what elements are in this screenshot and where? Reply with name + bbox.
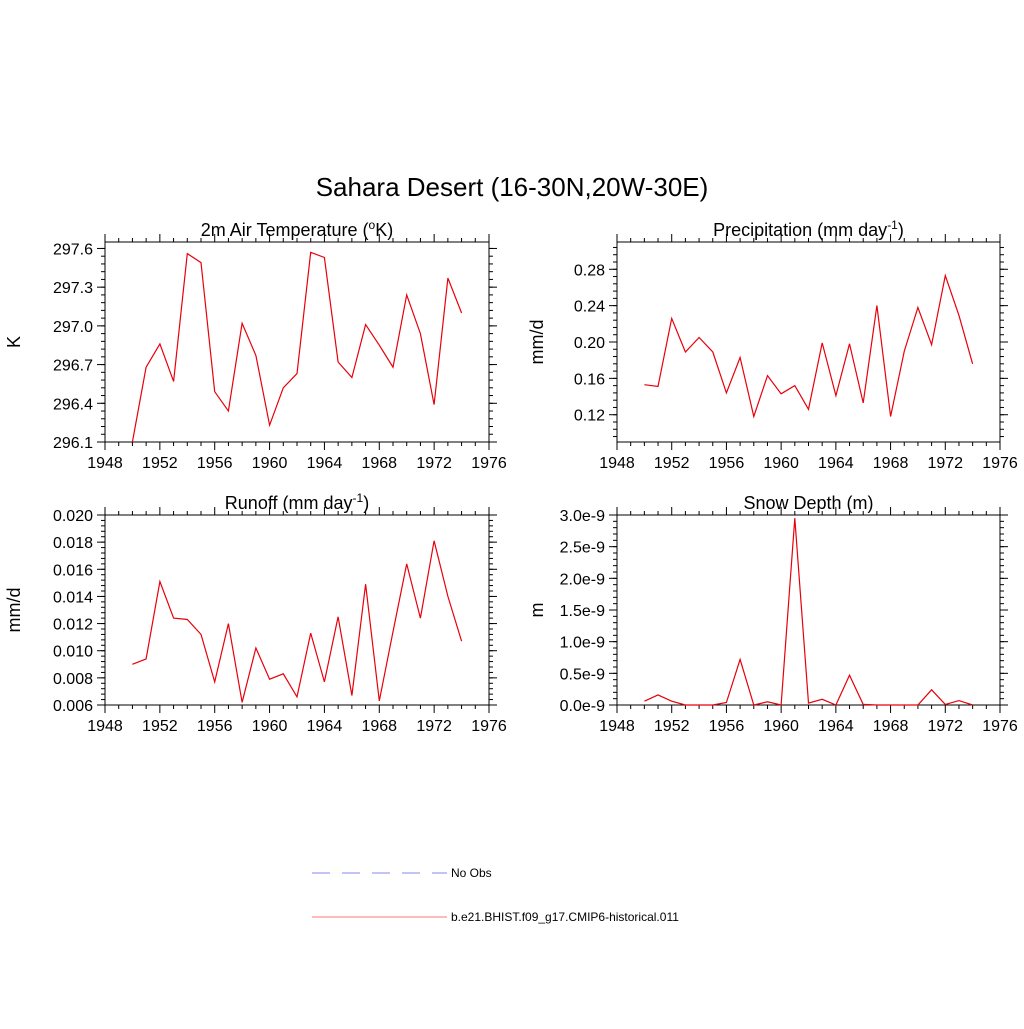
y-tick-label: 2.5e-9 (560, 540, 605, 557)
x-tick-label: 1956 (709, 455, 745, 472)
x-tick-label: 1968 (873, 718, 909, 735)
x-tick-label: 1976 (471, 455, 507, 472)
x-tick-label: 1952 (142, 718, 178, 735)
panel-0: 2m Air Temperature (oK) 1948 1952 1956 1960 1… (4, 218, 507, 472)
panels-group: 2m Air Temperature (oK)1948 1952 1956 1960 1… (4, 218, 1018, 735)
panel-title: Snow Depth (m) (743, 493, 873, 513)
x-tick-label: 1956 (197, 718, 233, 735)
plot-frame (104, 514, 490, 706)
y-tick-label: 297.0 (53, 319, 93, 336)
x-tick-label: 1964 (818, 718, 854, 735)
y-tick-label: 1.0e-9 (560, 635, 605, 652)
x-tick-label: 1968 (873, 455, 909, 472)
y-tick-label: 1.5e-9 (560, 603, 605, 620)
panel-title: Runoff (mm day-1) (225, 491, 369, 513)
x-tick-label: 1956 (709, 718, 745, 735)
x-tick-label: 1948 (87, 718, 123, 735)
x-tick-label: 1960 (763, 455, 799, 472)
y-axis-label: mm/d (527, 320, 547, 365)
plot-frame (616, 514, 1001, 706)
y-tick-label: 0.012 (53, 617, 93, 634)
panel-title-part: Precipitation (mm day (713, 220, 887, 240)
y-tick-label: 0.016 (53, 562, 93, 579)
y-axis-label: mm/d (4, 588, 24, 633)
y-tick-label: 296.4 (53, 396, 93, 413)
figure-title: Sahara Desert (16-30N,20W-30E) (316, 172, 709, 202)
x-tick-label: 1972 (416, 718, 452, 735)
panel-title: Precipitation (mm day-1) (713, 218, 904, 240)
panel-3: Snow Depth (m) 1948 1952 1956 1960 1964 1968 19… (527, 493, 1018, 735)
x-tick-label: 1960 (763, 718, 799, 735)
y-tick-label: 296.7 (53, 358, 93, 375)
y-tick-label: 0.20 (574, 335, 605, 352)
panel-title-superscript: -1 (353, 491, 364, 505)
y-tick-label: 0.006 (53, 698, 93, 715)
x-tick-label: 1972 (416, 455, 452, 472)
legend: No Obs b.e21.BHIST.f09_g17.CMIP6-historic… (312, 866, 679, 924)
y-tick-label: 297.6 (53, 241, 93, 258)
x-tick-label: 1964 (818, 455, 854, 472)
y-tick-label: 296.1 (53, 435, 93, 452)
panel-title: 2m Air Temperature (oK) (201, 218, 393, 240)
x-tick-label: 1948 (599, 455, 635, 472)
series-line-0 (132, 540, 463, 703)
x-tick-label: 1948 (599, 718, 635, 735)
y-axis-label: m (527, 603, 547, 618)
x-tick-label: 1968 (361, 455, 397, 472)
plot-frame (104, 241, 490, 443)
y-tick-label: 0.16 (574, 371, 605, 388)
y-tick-label: 0.0e-9 (560, 698, 605, 715)
x-tick-label: 1976 (471, 718, 507, 735)
series-line-0 (644, 518, 973, 706)
legend-item-0: No Obs (312, 866, 492, 880)
series-line-0 (131, 251, 463, 443)
panel-title-part: Snow Depth (m) (743, 493, 873, 513)
x-tick-label: 1972 (927, 455, 963, 472)
legend-label: b.e21.BHIST.f09_g17.CMIP6-historical.011 (451, 910, 679, 924)
y-tick-label: 0.018 (53, 535, 93, 552)
y-tick-label: 297.3 (53, 280, 93, 297)
x-tick-label: 1956 (197, 455, 233, 472)
x-tick-label: 1968 (361, 718, 397, 735)
x-tick-label: 1960 (252, 718, 288, 735)
x-tick-label: 1964 (307, 455, 343, 472)
panel-title-part: Runoff (mm day (225, 493, 353, 513)
x-tick-label: 1952 (654, 455, 690, 472)
x-tick-label: 1976 (982, 455, 1018, 472)
y-tick-label: 0.014 (53, 589, 93, 606)
panel-title-part: ) (898, 220, 904, 240)
panel-title-superscript: -1 (887, 218, 898, 232)
y-tick-label: 0.28 (574, 262, 605, 279)
y-tick-label: 2.0e-9 (560, 571, 605, 588)
panel-2: Runoff (mm day-1) 1948 1952 1956 1960 1964 196… (4, 491, 507, 735)
legend-item-1: b.e21.BHIST.f09_g17.CMIP6-historical.011 (312, 910, 679, 924)
x-tick-label: 1952 (142, 455, 178, 472)
panel-title-part: K) (375, 220, 393, 240)
legend-label: No Obs (451, 866, 492, 880)
panel-1: Precipitation (mm day-1) 1948 1952 1956 1960… (527, 218, 1018, 472)
y-tick-label: 0.5e-9 (560, 666, 605, 683)
y-tick-label: 0.010 (53, 644, 93, 661)
panel-title-superscript: o (369, 218, 376, 232)
x-tick-label: 1952 (654, 718, 690, 735)
x-tick-label: 1964 (307, 718, 343, 735)
y-tick-label: 0.24 (574, 299, 605, 316)
x-tick-label: 1976 (982, 718, 1018, 735)
y-tick-label: 0.008 (53, 671, 93, 688)
series-line-0 (644, 273, 974, 419)
panel-title-part: 2m Air Temperature ( (201, 220, 369, 240)
y-tick-label: 0.020 (53, 508, 93, 525)
y-axis-label: K (4, 336, 24, 348)
x-tick-label: 1960 (252, 455, 288, 472)
x-tick-label: 1948 (87, 455, 123, 472)
plot-frame (616, 241, 1001, 443)
y-tick-label: 3.0e-9 (560, 508, 605, 525)
x-tick-label: 1972 (927, 718, 963, 735)
y-tick-label: 0.12 (574, 408, 605, 425)
panel-title-part: ) (363, 493, 369, 513)
